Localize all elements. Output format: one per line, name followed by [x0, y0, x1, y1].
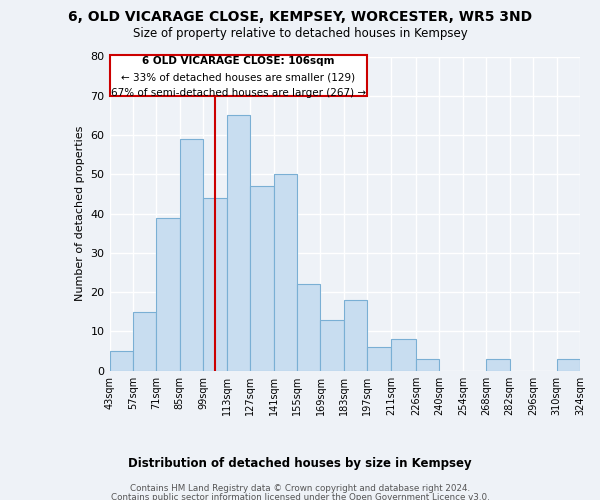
Bar [180, 139, 203, 371]
Text: Size of property relative to detached houses in Kempsey: Size of property relative to detached ho… [133, 28, 467, 40]
Text: 6 OLD VICARAGE CLOSE: 106sqm: 6 OLD VICARAGE CLOSE: 106sqm [142, 56, 335, 66]
Bar [203, 198, 227, 371]
Bar [486, 359, 509, 371]
Bar [133, 312, 157, 371]
Bar [297, 284, 320, 371]
Text: Distribution of detached houses by size in Kempsey: Distribution of detached houses by size … [128, 458, 472, 470]
Bar [320, 320, 344, 371]
Text: Contains HM Land Registry data © Crown copyright and database right 2024.: Contains HM Land Registry data © Crown c… [130, 484, 470, 493]
Text: 6, OLD VICARAGE CLOSE, KEMPSEY, WORCESTER, WR5 3ND: 6, OLD VICARAGE CLOSE, KEMPSEY, WORCESTE… [68, 10, 532, 24]
Y-axis label: Number of detached properties: Number of detached properties [75, 126, 85, 302]
Bar [391, 340, 416, 371]
Text: 67% of semi-detached houses are larger (267) →: 67% of semi-detached houses are larger (… [111, 88, 366, 98]
Bar [110, 54, 367, 96]
Bar [250, 186, 274, 371]
Text: Contains public sector information licensed under the Open Government Licence v3: Contains public sector information licen… [110, 493, 490, 500]
Bar [344, 300, 367, 371]
Bar [367, 347, 391, 371]
Bar [274, 174, 297, 371]
Text: ← 33% of detached houses are smaller (129): ← 33% of detached houses are smaller (12… [121, 73, 356, 83]
Bar [557, 359, 580, 371]
Bar [227, 116, 250, 371]
Bar [416, 359, 439, 371]
Bar [157, 218, 180, 371]
Bar [110, 351, 133, 371]
